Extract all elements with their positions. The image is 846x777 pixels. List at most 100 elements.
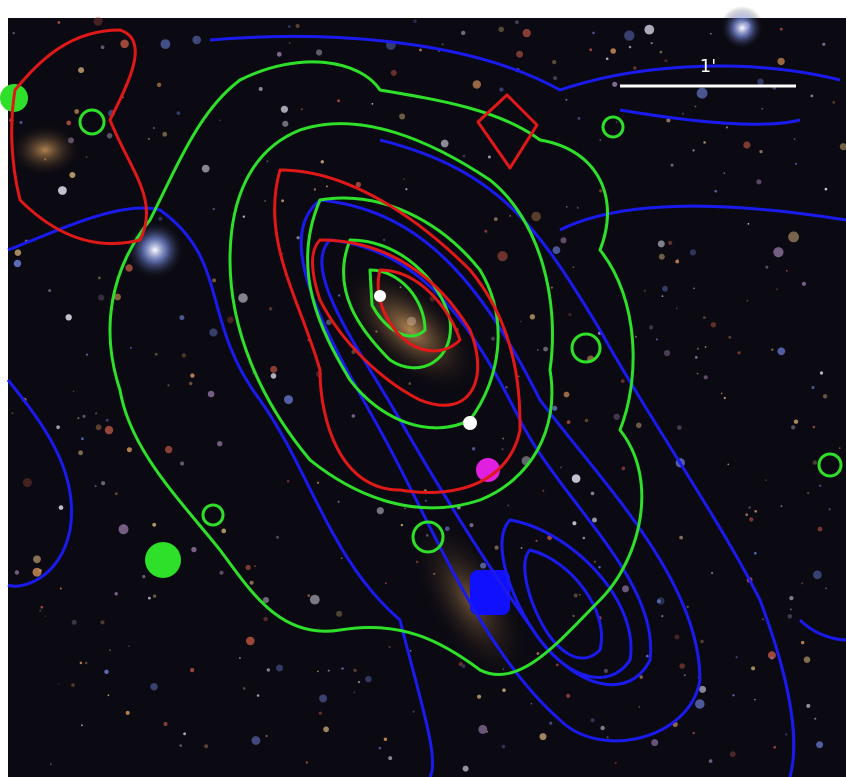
star <box>536 349 539 351</box>
star <box>209 328 218 337</box>
star <box>662 285 668 292</box>
star <box>286 480 290 483</box>
star <box>71 683 75 687</box>
star <box>390 69 397 76</box>
star <box>242 215 245 218</box>
bright-star <box>720 6 764 50</box>
star <box>531 211 541 222</box>
star <box>801 640 805 645</box>
star <box>573 593 578 598</box>
star <box>106 133 113 139</box>
star-field <box>9 16 846 772</box>
star <box>353 691 356 694</box>
star <box>748 506 751 509</box>
star <box>246 636 255 646</box>
star <box>276 664 283 672</box>
star <box>677 425 682 430</box>
star <box>78 67 85 74</box>
star <box>181 353 186 358</box>
star <box>400 523 404 527</box>
star <box>284 395 293 405</box>
star <box>801 281 807 286</box>
star <box>803 656 811 663</box>
star <box>689 249 697 256</box>
star <box>263 616 268 622</box>
star <box>819 371 824 375</box>
star <box>238 293 248 303</box>
star <box>708 759 713 763</box>
star <box>692 149 695 152</box>
star <box>658 253 665 260</box>
star <box>536 652 540 655</box>
star <box>651 739 659 747</box>
star <box>147 137 150 140</box>
star <box>776 288 778 291</box>
star <box>13 259 22 268</box>
star <box>572 521 577 526</box>
star <box>720 392 723 395</box>
star <box>727 463 730 466</box>
star <box>98 294 105 301</box>
star <box>313 188 317 191</box>
star <box>245 564 251 571</box>
star <box>507 504 510 507</box>
star <box>191 546 197 553</box>
star <box>288 25 291 28</box>
green-contours <box>0 60 843 677</box>
star <box>657 597 665 605</box>
star <box>160 39 171 49</box>
star <box>165 445 173 454</box>
star <box>599 189 603 193</box>
star <box>325 185 328 188</box>
star <box>44 615 47 617</box>
star <box>403 178 405 180</box>
star <box>288 42 291 44</box>
star <box>614 761 617 765</box>
star <box>251 736 261 745</box>
star <box>501 744 506 749</box>
star <box>48 289 51 292</box>
star <box>612 81 618 87</box>
star <box>85 353 88 356</box>
star <box>746 299 749 302</box>
magenta-blob <box>476 458 500 482</box>
green-source <box>145 542 181 578</box>
star <box>153 594 157 598</box>
star <box>490 336 496 341</box>
star <box>192 35 201 45</box>
star <box>497 251 508 262</box>
star <box>98 276 101 280</box>
star <box>58 186 67 195</box>
star <box>613 413 620 420</box>
star <box>822 394 828 399</box>
star <box>388 756 393 761</box>
star <box>754 698 756 701</box>
star <box>603 668 609 674</box>
star <box>624 30 635 41</box>
star <box>589 48 593 52</box>
star <box>413 19 417 23</box>
star <box>675 307 678 310</box>
star <box>66 120 72 126</box>
star <box>207 390 215 398</box>
star <box>258 87 263 91</box>
star <box>636 422 642 429</box>
star <box>683 674 686 677</box>
star <box>621 466 626 471</box>
star <box>754 510 757 513</box>
star <box>639 675 643 679</box>
star <box>440 139 449 148</box>
star <box>590 491 595 496</box>
star <box>212 278 217 283</box>
star <box>789 596 794 601</box>
star <box>190 668 195 673</box>
star <box>101 481 106 486</box>
star <box>812 425 816 429</box>
star <box>14 570 20 575</box>
star <box>759 150 763 154</box>
star <box>578 593 581 596</box>
star <box>323 726 329 733</box>
star <box>785 269 788 272</box>
star <box>787 614 793 619</box>
star <box>57 21 61 24</box>
